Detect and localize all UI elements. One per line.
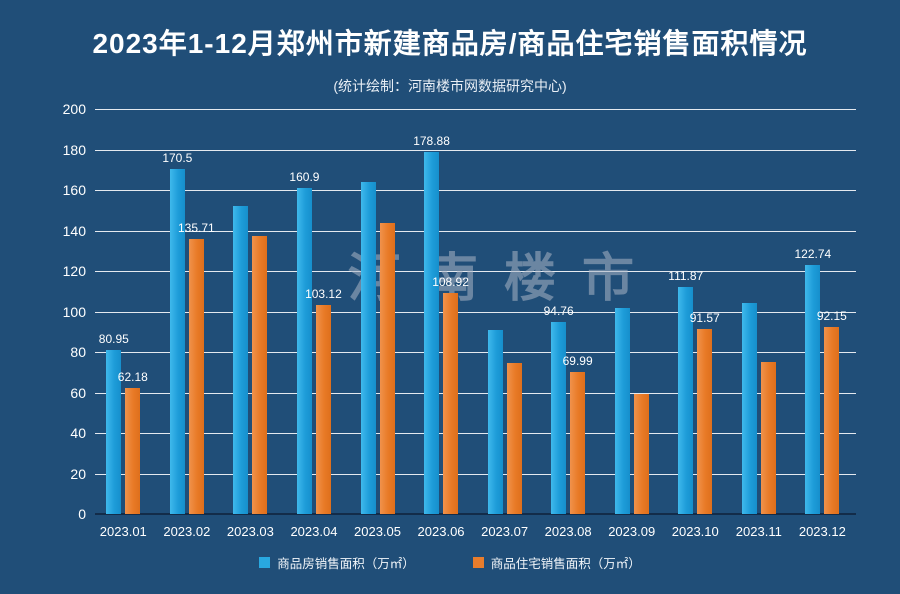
legend: 商品房销售面积（万㎡） 商品住宅销售面积（万㎡） <box>0 553 900 572</box>
x-tick-label-2023.02: 2023.02 <box>163 524 211 539</box>
value-label-commodity-2023.04: 160.9 <box>289 170 320 185</box>
y-tick-label-40: 40 <box>70 425 86 441</box>
y-tick-label-120: 120 <box>62 263 86 279</box>
chart-title: 2023年1-12月郑州市新建商品房/商品住宅销售面积情况 <box>92 28 808 59</box>
bar-residential-2023.01 <box>125 388 141 514</box>
gridline-y-20 <box>95 473 856 475</box>
x-tick-label-2023.07: 2023.07 <box>481 524 529 539</box>
gridline-y-80 <box>95 352 856 353</box>
y-tick-label-80: 80 <box>70 344 86 360</box>
x-tick-label-2023.04: 2023.04 <box>290 524 338 539</box>
value-label-residential-2023.10: 91.57 <box>689 310 720 325</box>
bar-commodity-2023.07 <box>487 329 503 514</box>
gridline-y-160 <box>95 190 856 191</box>
y-tick-label-200: 200 <box>62 101 86 117</box>
bar-commodity-2023.05 <box>360 182 376 514</box>
bar-commodity-2023.02 <box>169 168 185 514</box>
y-tick-label-180: 180 <box>62 141 86 158</box>
bar-commodity-2023.09 <box>614 308 630 514</box>
legend-swatch-blue <box>259 557 271 568</box>
value-label-commodity-2023.08: 94.76 <box>543 304 574 319</box>
value-label-residential-2023.04: 103.12 <box>305 287 342 302</box>
value-label-residential-2023.01: 62.18 <box>117 370 148 385</box>
value-label-commodity-2023.01: 80.95 <box>98 332 129 347</box>
x-tick-label-2023.10: 2023.10 <box>671 524 719 539</box>
x-tick-label-2023.01: 2023.01 <box>99 524 147 539</box>
value-label-residential-2023.12: 92.15 <box>816 309 847 324</box>
legend-item-commodity-housing: 商品房销售面积（万㎡） <box>259 553 415 572</box>
x-tick-label-2023.09: 2023.09 <box>608 524 656 539</box>
x-axis-line <box>95 513 856 515</box>
bar-commodity-2023.11 <box>741 302 757 514</box>
bar-residential-2023.08 <box>570 372 586 514</box>
bar-commodity-2023.04 <box>296 188 312 514</box>
y-tick-label-20: 20 <box>70 465 86 482</box>
bar-residential-2023.12 <box>824 327 840 514</box>
value-label-commodity-2023.12: 122.74 <box>794 247 832 262</box>
legend-item-residential-housing: 商品住宅销售面积（万㎡） <box>472 553 641 572</box>
gridline-y-200 <box>95 109 856 110</box>
x-tick-label-2023.08: 2023.08 <box>544 524 592 539</box>
bar-residential-2023.02 <box>188 239 204 514</box>
y-tick-label-0: 0 <box>78 506 86 522</box>
value-label-residential-2023.08: 69.99 <box>562 354 593 369</box>
legend-swatch-orange <box>472 557 484 568</box>
bar-commodity-2023.03 <box>233 205 249 514</box>
bar-residential-2023.06 <box>443 293 459 514</box>
gridline-y-120 <box>95 271 856 272</box>
bar-residential-2023.05 <box>379 223 395 514</box>
bar-commodity-2023.10 <box>678 287 694 514</box>
bar-residential-2023.04 <box>315 305 331 514</box>
gridline-y-180 <box>95 149 856 151</box>
y-tick-label-60: 60 <box>70 384 86 401</box>
value-label-residential-2023.02: 135.71 <box>177 221 215 236</box>
chart-subtitle: (统计绘制：河南楼市网数据研究中心) <box>333 78 567 94</box>
value-label-commodity-2023.06: 178.88 <box>413 133 450 148</box>
bar-residential-2023.09 <box>633 394 649 514</box>
y-tick-label-160: 160 <box>62 182 86 198</box>
bar-residential-2023.03 <box>252 235 268 514</box>
value-label-commodity-2023.02: 170.5 <box>162 150 193 165</box>
bar-residential-2023.11 <box>760 362 776 514</box>
bar-residential-2023.10 <box>697 328 713 514</box>
bar-commodity-2023.12 <box>805 265 821 514</box>
x-tick-label-2023.03: 2023.03 <box>226 524 274 539</box>
legend-label-commodity-housing: 商品房销售面积（万㎡） <box>277 557 415 571</box>
value-label-residential-2023.06: 108.92 <box>432 275 469 290</box>
y-tick-label-140: 140 <box>62 222 86 239</box>
value-label-commodity-2023.10: 111.87 <box>668 269 704 284</box>
gridline-y-40 <box>95 433 856 434</box>
gridline-y-100 <box>95 311 856 313</box>
x-tick-label-2023.05: 2023.05 <box>354 524 401 539</box>
x-tick-label-2023.06: 2023.06 <box>417 524 465 539</box>
gridline-y-140 <box>95 230 856 232</box>
bar-commodity-2023.08 <box>551 322 567 514</box>
bar-commodity-2023.06 <box>424 151 440 514</box>
y-tick-label-100: 100 <box>62 303 86 320</box>
bar-residential-2023.07 <box>506 363 522 514</box>
x-tick-label-2023.11: 2023.11 <box>735 524 782 539</box>
gridline-y-60 <box>95 392 856 394</box>
x-tick-label-2023.12: 2023.12 <box>798 524 846 539</box>
legend-label-residential-housing: 商品住宅销售面积（万㎡） <box>490 557 641 571</box>
bar-commodity-2023.01 <box>106 350 122 514</box>
